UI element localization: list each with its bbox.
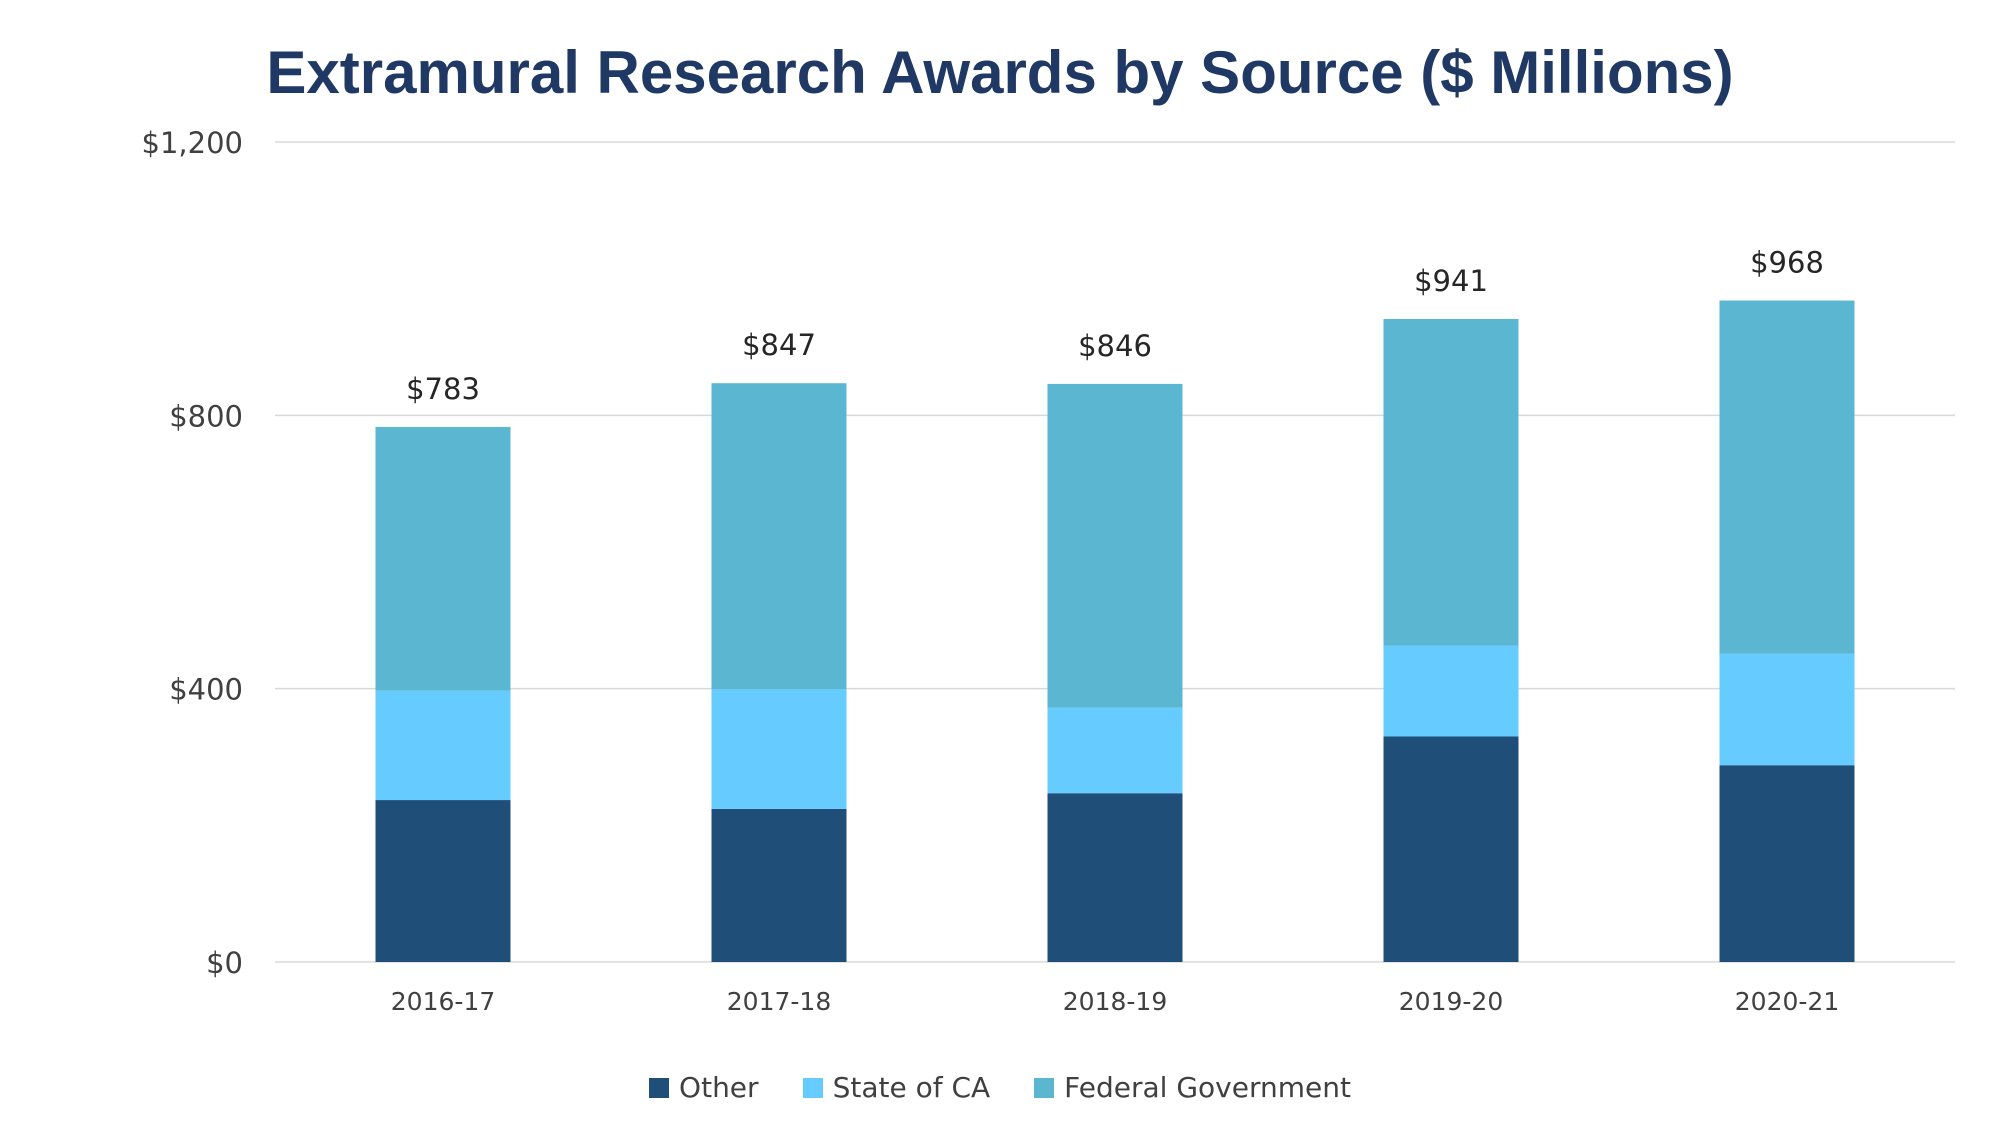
legend-swatch-other — [649, 1077, 670, 1098]
legend-label-other: Other — [679, 1071, 759, 1104]
bar-segment-other — [375, 800, 511, 962]
x-tick-label: 2020-21 — [1735, 987, 1839, 1016]
bar-segment-other — [711, 808, 847, 962]
total-label: $846 — [1078, 329, 1152, 363]
legend-swatch-federal-government — [1034, 1077, 1055, 1098]
legend-item-state-of-ca[interactable]: State of CA — [802, 1071, 991, 1104]
bar-segment-other — [1047, 793, 1183, 962]
bar-segment-federal-government — [375, 426, 511, 691]
x-tick-label: 2016-17 — [391, 987, 495, 1016]
bar-segment-state-of-ca — [1047, 707, 1183, 794]
total-label: $783 — [406, 372, 480, 406]
x-tick-label: 2018-19 — [1063, 987, 1167, 1016]
bar-segment-state-of-ca — [1383, 645, 1519, 737]
legend-item-other[interactable]: Other — [649, 1071, 759, 1104]
legend: Other State of CA Federal Government — [0, 1071, 2000, 1104]
x-axis-ticks: 2016-17 2017-18 2018-19 2019-20 2020-21 — [391, 987, 1839, 1016]
bar-segment-state-of-ca — [375, 690, 511, 801]
x-tick-label: 2017-18 — [727, 987, 831, 1016]
y-tick-label: $800 — [169, 399, 243, 433]
bar-segment-federal-government — [1047, 383, 1183, 708]
chart-title: Extramural Research Awards by Source ($ … — [266, 39, 1734, 106]
bar-segment-state-of-ca — [1719, 653, 1855, 766]
total-label: $968 — [1750, 246, 1824, 280]
total-label: $941 — [1414, 264, 1488, 298]
bar-segment-other — [1383, 736, 1519, 962]
x-tick-label: 2019-20 — [1399, 987, 1503, 1016]
total-label: $847 — [742, 328, 816, 362]
bar-segment-other — [1719, 765, 1855, 962]
y-tick-label: $0 — [206, 946, 243, 980]
legend-label-state-of-ca: State of CA — [832, 1071, 991, 1104]
bar-segment-state-of-ca — [711, 689, 847, 809]
bar-segment-federal-government — [711, 383, 847, 690]
y-tick-label: $1,200 — [142, 126, 243, 160]
legend-swatch-state-of-ca — [802, 1077, 823, 1098]
y-axis-ticks: $0 $400 $800 $1,200 — [142, 126, 243, 980]
legend-label-federal-government: Federal Government — [1064, 1071, 1351, 1104]
bar-segment-federal-government — [1383, 318, 1519, 646]
bar-segment-federal-government — [1719, 300, 1855, 654]
bars — [375, 300, 1855, 962]
total-labels: $783 $847 $846 $941 $968 — [406, 246, 1824, 406]
y-tick-label: $400 — [169, 673, 243, 707]
legend-item-federal-government[interactable]: Federal Government — [1034, 1071, 1351, 1104]
